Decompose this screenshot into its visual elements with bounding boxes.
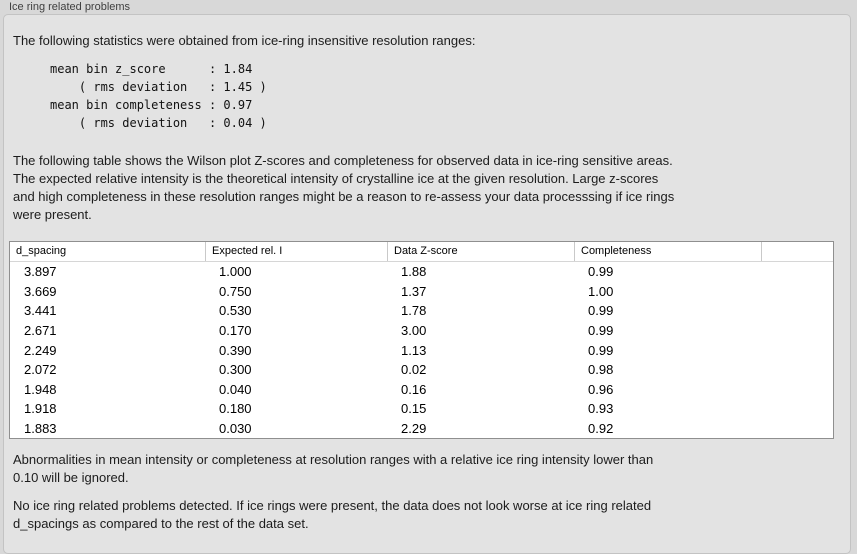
table-cell: 1.37 — [401, 283, 427, 299]
table-cell: 0.99 — [588, 342, 614, 358]
table-cell: 2.29 — [401, 421, 427, 437]
table-cell: 0.92 — [588, 421, 614, 437]
table-cell: 0.96 — [588, 381, 614, 397]
table-cell: 0.170 — [219, 323, 252, 339]
groupbox-title: Ice ring related problems — [9, 1, 131, 13]
table-cell: 2.072 — [24, 362, 57, 378]
table-cell: 1.78 — [401, 303, 427, 319]
table-cell: 0.99 — [588, 264, 614, 280]
ice-ring-table: d_spacing Expected rel. I Data Z-score Comp… — [9, 241, 834, 440]
table-cell: 0.390 — [219, 342, 252, 358]
table-cell: 0.99 — [588, 323, 614, 339]
table-row[interactable]: 3.441 0.530 1.78 0.99 — [10, 301, 833, 321]
table-row[interactable]: 2.671 0.170 3.00 0.99 — [10, 321, 833, 341]
table-cell: 1.000 — [219, 264, 252, 280]
ice-ring-panel: The following statistics were obtained f… — [3, 14, 851, 554]
table-cell: 0.300 — [219, 362, 252, 378]
statistics-block: mean bin z_score : 1.84 ( rms deviation … — [50, 62, 267, 130]
table-header-row: d_spacing Expected rel. I Data Z-score Comp… — [10, 242, 833, 262]
table-column-header[interactable]: Expected rel. I — [205, 242, 387, 261]
ignore-note-text: Abnormalities in mean intensity or compl… — [13, 452, 654, 486]
table-description-text: The following table shows the Wilson plo… — [13, 153, 675, 222]
table-row[interactable]: 2.249 0.390 1.13 0.99 — [10, 340, 833, 360]
table-cell: 2.671 — [24, 323, 57, 339]
table-row[interactable]: 1.883 0.030 2.29 0.92 — [10, 419, 833, 439]
table-cell: 1.88 — [401, 264, 427, 280]
table-cell: 1.918 — [24, 401, 57, 417]
table-cell: 0.030 — [219, 421, 252, 437]
conclusion-text: No ice ring related problems detected. I… — [13, 498, 652, 532]
table-cell: 0.02 — [401, 362, 427, 378]
table-cell: 0.180 — [219, 401, 252, 417]
table-cell: 0.750 — [219, 283, 252, 299]
table-cell: 3.669 — [24, 283, 57, 299]
table-row[interactable]: 3.669 0.750 1.37 1.00 — [10, 282, 833, 302]
table-cell: 0.530 — [219, 303, 252, 319]
table-row[interactable]: 3.897 1.000 1.88 0.99 — [10, 262, 833, 282]
table-column-header[interactable]: d_spacing — [16, 245, 67, 257]
table-cell: 0.93 — [588, 401, 614, 417]
table-row[interactable]: 2.072 0.300 0.02 0.98 — [10, 360, 833, 380]
table-cell: 2.249 — [24, 342, 57, 358]
table-column-header[interactable] — [761, 242, 833, 261]
table-cell: 0.16 — [401, 381, 427, 397]
table-row[interactable]: 1.948 0.040 0.16 0.96 — [10, 380, 833, 400]
table-cell: 1.00 — [588, 283, 614, 299]
table-cell: 0.15 — [401, 401, 427, 417]
table-cell: 0.040 — [219, 381, 252, 397]
table-cell: 3.897 — [24, 264, 57, 280]
table-column-header[interactable]: Data Z-score — [387, 242, 574, 261]
ice-table-body: 3.897 1.000 1.88 0.99 3.669 0.750 1.37 1.00 3.44… — [10, 262, 833, 438]
table-cell: 1.948 — [24, 381, 57, 397]
table-cell: 3.441 — [24, 303, 57, 319]
table-cell: 0.99 — [588, 303, 614, 319]
table-column-header[interactable]: Completeness — [574, 242, 761, 261]
table-cell: 3.00 — [401, 323, 427, 339]
table-cell: 1.883 — [24, 421, 57, 437]
table-cell: 0.98 — [588, 362, 614, 378]
table-cell: 1.13 — [401, 342, 427, 358]
intro-text: The following statistics were obtained f… — [13, 33, 476, 48]
table-row[interactable]: 1.918 0.180 0.15 0.93 — [10, 399, 833, 419]
